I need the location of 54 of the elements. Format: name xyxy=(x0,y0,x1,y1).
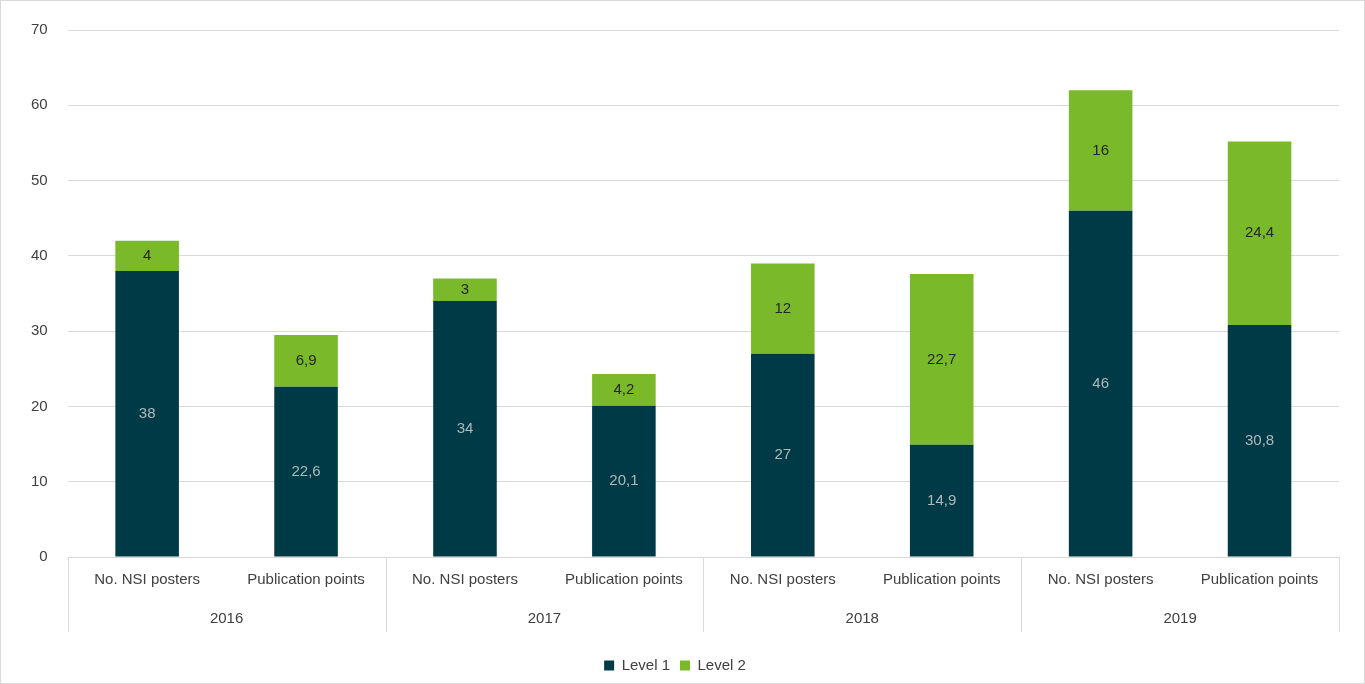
data-label: 22,7 xyxy=(927,349,957,367)
bar xyxy=(1227,141,1292,326)
x-tick-label: Publication points xyxy=(565,570,683,588)
y-tick-label: 0 xyxy=(39,547,48,565)
bar xyxy=(1227,325,1292,557)
data-label: 20,1 xyxy=(609,471,639,489)
data-label: 12 xyxy=(774,298,792,316)
legend-label: Level 2 xyxy=(697,655,746,673)
data-label: 46 xyxy=(1092,373,1109,391)
data-label: 22,6 xyxy=(291,461,321,479)
y-tick-label: 70 xyxy=(31,20,48,38)
bar xyxy=(274,386,338,557)
y-tick-label: 30 xyxy=(31,321,48,339)
x-tick-label: Publication points xyxy=(1200,570,1319,588)
bar xyxy=(592,374,656,406)
y-tick-label: 10 xyxy=(31,471,48,489)
bar xyxy=(274,334,338,387)
bar xyxy=(433,301,497,557)
bar xyxy=(433,278,497,302)
data-label: 27 xyxy=(774,445,792,463)
x-tick-label: Publication points xyxy=(247,570,365,588)
bar xyxy=(909,444,974,557)
x-tick-label: No. NSI posters xyxy=(1047,570,1154,588)
data-label: 14,9 xyxy=(927,490,957,508)
bar xyxy=(592,405,656,557)
x-tick-label: No. NSI posters xyxy=(412,570,518,588)
bar xyxy=(751,263,815,354)
bar xyxy=(1068,90,1133,211)
data-label: 16 xyxy=(1092,140,1109,158)
bar xyxy=(909,273,974,445)
bar xyxy=(115,270,179,557)
text: 2019 xyxy=(1163,609,1197,627)
data-label: 24,4 xyxy=(1244,223,1275,241)
bar xyxy=(115,240,179,271)
x-tick-label: Publication points xyxy=(882,570,1001,588)
y-tick-label: 50 xyxy=(31,170,48,188)
data-label: 34 xyxy=(456,418,474,436)
bar xyxy=(751,353,815,557)
data-label: 4,2 xyxy=(613,380,635,398)
data-label: 4 xyxy=(142,246,152,263)
legend-label: Level 1 xyxy=(621,655,671,673)
x-tick-label: No. NSI posters xyxy=(729,570,836,588)
x-tick-label: No. NSI posters xyxy=(94,570,201,588)
text: 2017 xyxy=(527,609,562,627)
bar xyxy=(1068,210,1133,557)
data-label: 38 xyxy=(138,403,156,421)
text: 2016 xyxy=(209,609,244,627)
data-label: 30,8 xyxy=(1244,430,1275,448)
y-tick-label: 20 xyxy=(31,396,48,414)
y-tick-label: 40 xyxy=(31,246,48,263)
text: 2018 xyxy=(845,609,879,627)
data-label: 3 xyxy=(460,279,470,297)
y-tick-label: 60 xyxy=(31,95,48,113)
data-label: 6,9 xyxy=(295,351,317,369)
